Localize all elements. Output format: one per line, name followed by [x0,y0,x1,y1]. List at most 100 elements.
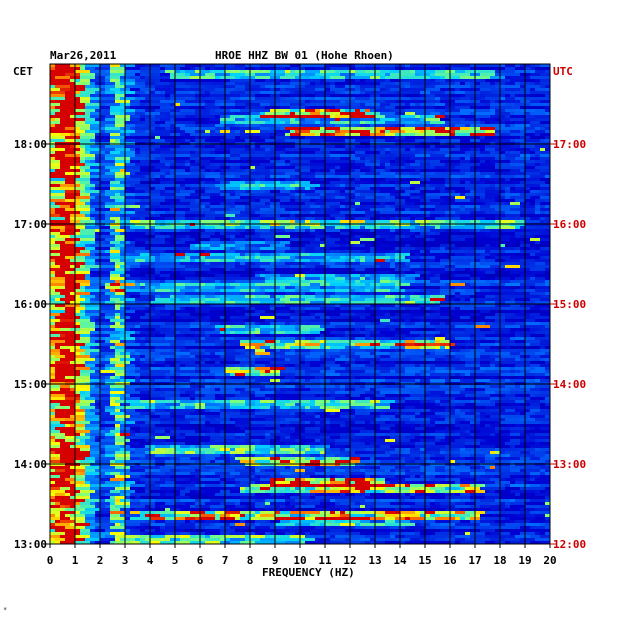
spectrogram-cell [100,283,105,287]
spectrogram-cell [470,214,475,218]
spectrogram-cell [285,85,295,89]
spectrogram-cell [120,337,135,341]
spectrogram-cell [495,106,510,110]
spectrogram-cell [310,166,325,170]
spectrogram-cell [465,340,480,344]
spectrogram-cell [240,196,250,200]
spectrogram-cell [300,124,315,128]
spectrogram-cell [195,262,200,266]
spectrogram-cell [435,301,440,305]
spectrogram-cell [455,337,470,341]
spectrogram-cell [230,217,240,221]
spectrogram-cell [480,358,495,362]
spectrogram-cell [370,271,375,275]
spectrogram-cell [90,124,100,128]
spectrogram-cell [315,211,325,215]
spectrogram-cell [255,346,260,350]
spectrogram-cell [420,172,435,176]
spectrogram-cell [165,172,170,176]
spectrogram-cell [220,310,235,314]
spectrogram-cell [150,115,155,119]
spectrogram-cell [140,148,155,152]
spectrogram-cell [110,169,120,173]
spectrogram-cell [50,223,65,227]
spectrogram-cell [215,148,230,152]
spectrogram-cell [415,316,420,320]
spectrogram-cell [450,295,455,299]
spectrogram-cell [50,277,65,281]
spectrogram-cell [260,355,270,359]
spectrogram-cell [240,157,250,161]
spectrogram-cell [395,259,410,263]
spectrogram-cell [440,67,445,71]
spectrogram-cell [470,238,475,242]
spectrogram-cell [545,277,550,281]
spectrogram-cell [465,118,480,122]
spectrogram-cell [280,181,295,185]
spectrogram-cell [120,265,125,269]
spectrogram-cell [355,244,365,248]
spectrogram-cell [220,280,235,284]
spectrogram-cell [275,256,290,260]
spectrogram-cell [130,277,140,281]
spectrogram-cell [80,199,90,203]
spectrogram-cell [450,85,455,89]
spectrogram-cell [320,124,335,128]
spectrogram-cell [440,100,455,104]
spectrogram-cell [60,214,70,218]
spectrogram-cell [450,172,465,176]
spectrogram-cell [400,139,415,143]
spectrogram-cell [115,94,125,98]
spectrogram-cell [385,205,390,209]
spectrogram-cell [510,295,525,299]
spectrogram-cell [235,166,240,170]
spectrogram-cell [275,187,285,191]
spectrogram-cell [400,250,410,254]
spectrogram-cell [325,328,340,332]
spectrogram-cell [285,112,290,116]
spectrogram-cell [120,340,135,344]
spectrogram-cell [125,247,130,251]
spectrogram-cell [535,109,545,113]
spectrogram-cell [375,346,390,350]
spectrogram-cell [490,310,495,314]
spectrogram-cell [155,211,165,215]
spectrogram-cell [285,292,290,296]
spectrogram-cell [155,157,165,161]
spectrogram-cell [65,91,75,95]
spectrogram-cell [150,151,160,155]
spectrogram-cell [530,343,535,347]
spectrogram-cell [140,205,145,209]
spectrogram-cell [55,271,60,275]
spectrogram-cell [515,67,525,71]
spectrogram-cell [525,76,530,80]
spectrogram-cell [425,349,435,353]
spectrogram-cell [310,199,315,203]
spectrogram-cell [100,160,115,164]
spectrogram-cell [415,76,430,80]
spectrogram-cell [70,85,85,89]
spectrogram-cell [285,295,300,299]
spectrogram-cell [390,130,405,134]
spectrogram-cell [140,277,155,281]
spectrogram-cell [200,163,210,167]
spectrogram-cell [200,124,215,128]
spectrogram-cell [325,340,340,344]
spectrogram-cell [225,70,240,74]
spectrogram-cell [305,310,315,314]
spectrogram-cell [390,316,400,320]
spectrogram-cell [125,94,140,98]
spectrogram-cell [465,283,470,287]
spectrogram-cell [410,94,420,98]
spectrogram-cell [535,241,540,245]
spectrogram-cell [350,331,360,335]
spectrogram-cell [400,343,405,347]
spectrogram-cell [115,205,130,209]
spectrogram-cell [355,280,360,284]
spectrogram-cell [495,331,510,335]
spectrogram-cell [505,148,510,152]
spectrogram-cell [545,112,550,116]
spectrogram-cell [300,268,310,272]
spectrogram-cell [430,277,440,281]
spectrogram-cell [200,265,215,269]
